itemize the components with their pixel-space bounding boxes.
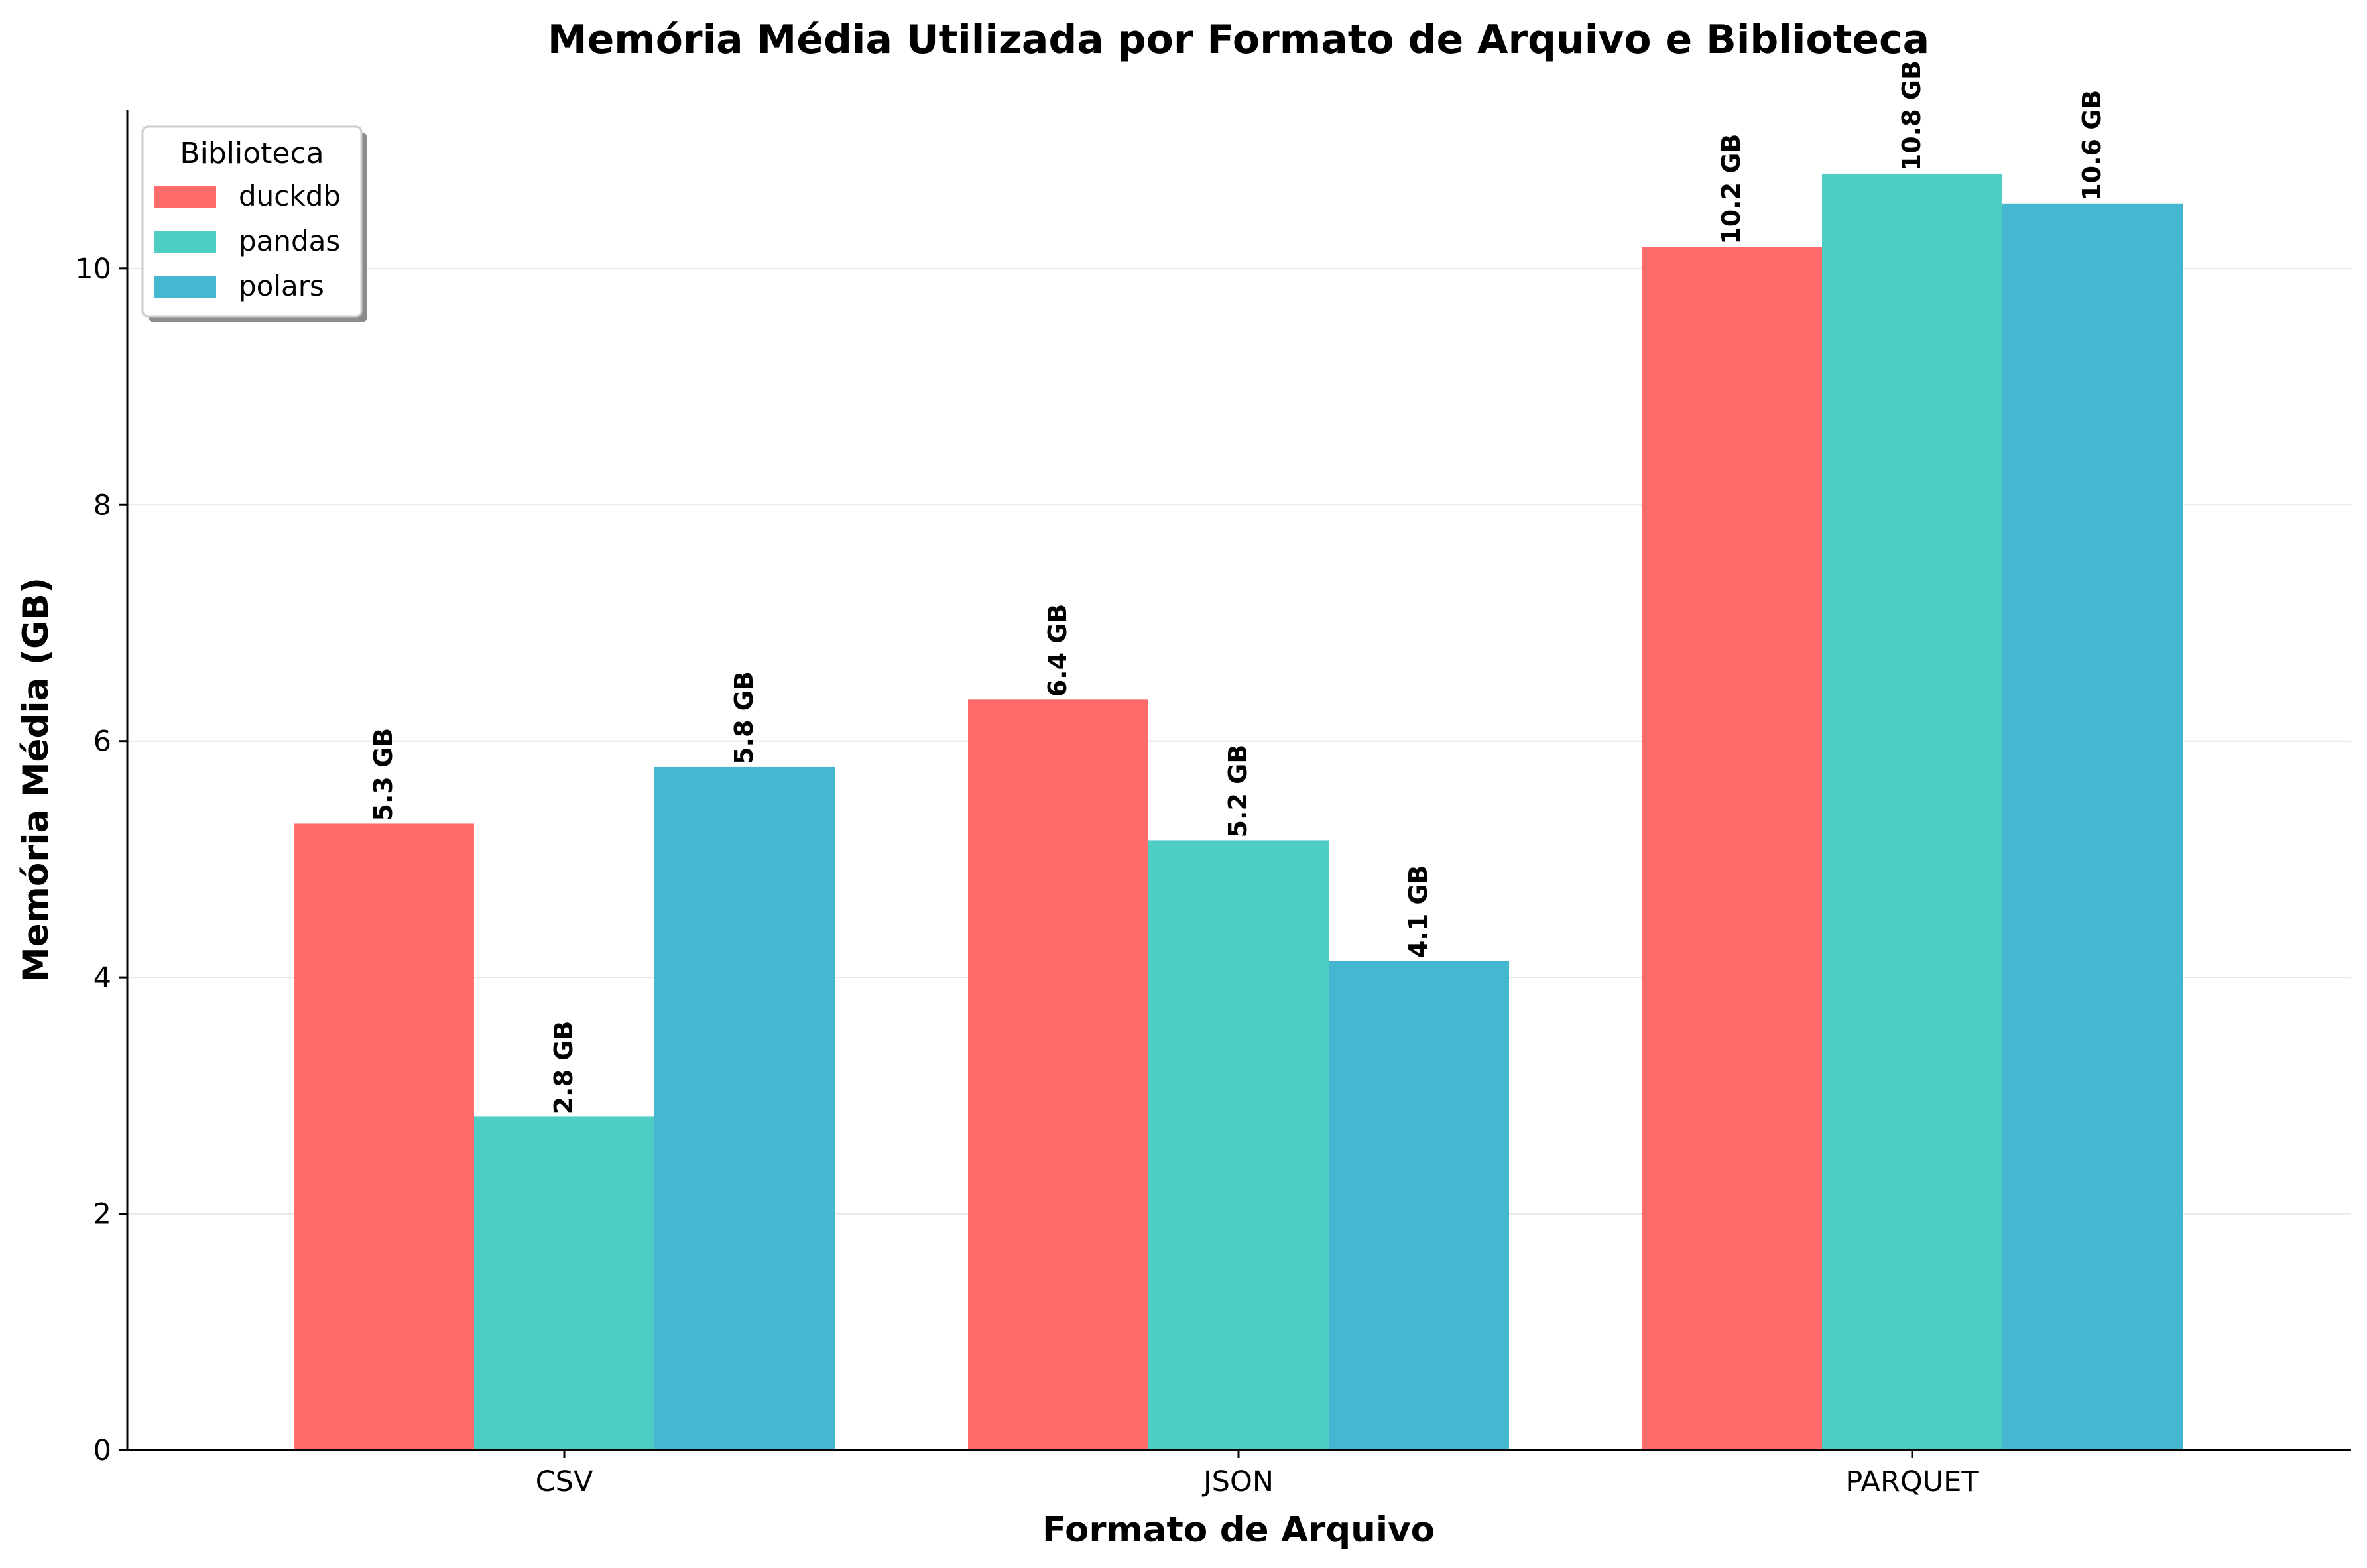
legend-title: Biblioteca <box>180 137 324 170</box>
bar-value-label: 4.1 GB <box>1404 865 1433 958</box>
y-tick-label: 8 <box>93 489 111 522</box>
legend-swatch-duckdb <box>154 186 216 208</box>
bar-value-label: 5.3 GB <box>369 728 398 821</box>
bar-value-label: 5.8 GB <box>729 671 759 764</box>
bar-duckdb-parquet <box>1642 247 1822 1451</box>
bar-pandas-parquet <box>1822 174 2002 1451</box>
bar-pandas-json <box>1148 840 1329 1450</box>
y-tick-label: 0 <box>93 1434 111 1467</box>
x-ticks: CSV JSON PARQUET <box>536 1450 1979 1498</box>
bar-polars-parquet <box>2002 203 2183 1451</box>
legend-items: duckdb pandas polars <box>154 180 341 302</box>
y-tick-label: 6 <box>93 725 111 758</box>
legend-box <box>141 125 363 318</box>
bar-value-label: 10.6 GB <box>2077 90 2106 201</box>
y-tick-label: 4 <box>93 961 111 995</box>
legend: Biblioteca duckdb pandas polars <box>141 125 367 322</box>
y-tick-label: 10 <box>75 253 111 286</box>
bars <box>294 174 2183 1451</box>
bar-duckdb-csv <box>294 823 474 1450</box>
bar-duckdb-json <box>968 699 1148 1450</box>
x-tick-label: PARQUET <box>1845 1465 1979 1498</box>
y-tick-label: 2 <box>93 1198 111 1231</box>
bar-polars-json <box>1329 961 1509 1450</box>
bar-value-label: 10.2 GB <box>1717 134 1746 245</box>
y-axis-label: Memória Média (GB) <box>16 577 56 982</box>
x-tick-label: CSV <box>536 1465 593 1498</box>
x-axis-label: Formato de Arquivo <box>1042 1510 1435 1550</box>
legend-label-pandas: pandas <box>239 225 340 257</box>
legend-swatch-polars <box>154 276 216 298</box>
bar-value-label: 5.2 GB <box>1223 745 1252 838</box>
bar-value-label: 10.8 GB <box>1897 60 1926 171</box>
legend-swatch-pandas <box>154 231 216 253</box>
chart-title: Memória Média Utilizada por Formato de A… <box>548 17 1929 63</box>
bar-value-label: 6.4 GB <box>1043 604 1072 697</box>
y-ticks: 0 2 4 6 8 10 <box>75 253 127 1467</box>
bar-labels: 5.3 GB 6.4 GB 10.2 GB 2.8 GB 5.2 GB 10.8 GB 5.… <box>369 60 2106 1114</box>
bar-pandas-csv <box>474 1116 654 1450</box>
legend-label-duckdb: duckdb <box>239 180 341 212</box>
x-tick-label: JSON <box>1201 1465 1274 1498</box>
bar-value-label: 2.8 GB <box>549 1021 578 1115</box>
legend-label-polars: polars <box>239 270 324 302</box>
bar-polars-csv <box>654 766 835 1450</box>
